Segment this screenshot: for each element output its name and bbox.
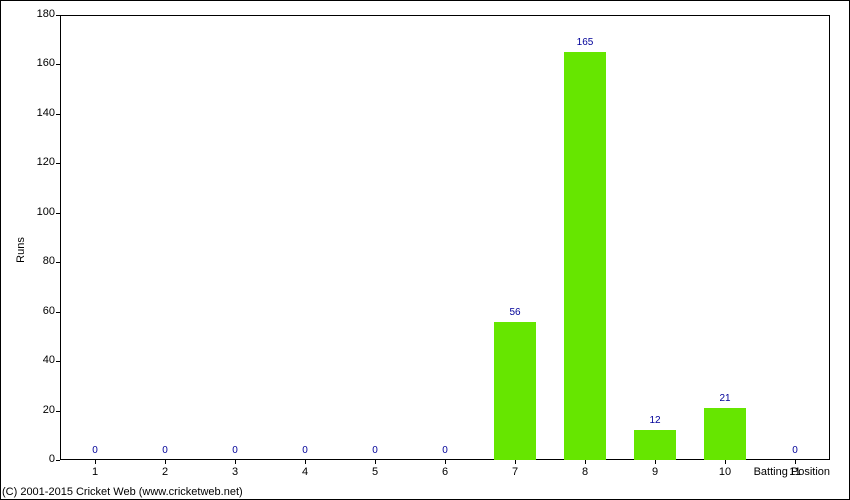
y-tick-label: 0 (20, 454, 55, 465)
y-tick-mark (56, 15, 60, 16)
y-tick-mark (56, 64, 60, 65)
y-tick-label: 40 (20, 355, 55, 366)
x-tick-mark (585, 460, 586, 464)
y-tick-mark (56, 312, 60, 313)
x-tick-label: 1 (92, 466, 98, 478)
x-tick-label: 7 (512, 466, 518, 478)
x-tick-mark (795, 460, 796, 464)
y-tick-label: 20 (20, 405, 55, 416)
x-axis-label: Batting Position (754, 466, 830, 478)
y-tick-label: 100 (20, 207, 55, 218)
bar (564, 52, 606, 460)
chart-plot-area: 0204060801001201401601800102030405065671… (60, 15, 830, 460)
y-tick-mark (56, 411, 60, 412)
x-tick-mark (305, 460, 306, 464)
x-tick-mark (725, 460, 726, 464)
y-tick-mark (56, 213, 60, 214)
y-axis-line (60, 15, 61, 460)
y-tick-mark (56, 460, 60, 461)
x-tick-mark (655, 460, 656, 464)
y-tick-mark (56, 262, 60, 263)
x-tick-mark (515, 460, 516, 464)
y-tick-label: 120 (20, 157, 55, 168)
plot-border-right (829, 15, 830, 460)
x-tick-label: 2 (162, 466, 168, 478)
x-tick-label: 6 (442, 466, 448, 478)
x-tick-mark (445, 460, 446, 464)
y-tick-label: 60 (20, 306, 55, 317)
x-tick-label: 5 (372, 466, 378, 478)
y-tick-mark (56, 114, 60, 115)
x-tick-label: 10 (719, 466, 731, 478)
y-tick-mark (56, 163, 60, 164)
x-tick-mark (165, 460, 166, 464)
y-tick-mark (56, 361, 60, 362)
x-tick-mark (375, 460, 376, 464)
plot-region: 0204060801001201401601800102030405065671… (60, 15, 830, 460)
x-axis-container (60, 440, 830, 460)
plot-border-top (60, 15, 830, 16)
y-axis-label: Runs (15, 237, 27, 263)
copyright-text: (C) 2001-2015 Cricket Web (www.cricketwe… (2, 486, 243, 498)
y-tick-label: 160 (20, 58, 55, 69)
y-tick-label: 180 (20, 9, 55, 20)
bar-value-label: 21 (719, 393, 730, 404)
x-tick-label: 8 (582, 466, 588, 478)
x-tick-label: 9 (652, 466, 658, 478)
x-tick-mark (95, 460, 96, 464)
x-tick-label: 3 (232, 466, 238, 478)
y-tick-label: 140 (20, 108, 55, 119)
x-tick-label: 4 (302, 466, 308, 478)
bar-value-label: 12 (649, 415, 660, 426)
x-tick-mark (235, 460, 236, 464)
bar-value-label: 165 (577, 37, 594, 48)
bar-value-label: 56 (509, 307, 520, 318)
